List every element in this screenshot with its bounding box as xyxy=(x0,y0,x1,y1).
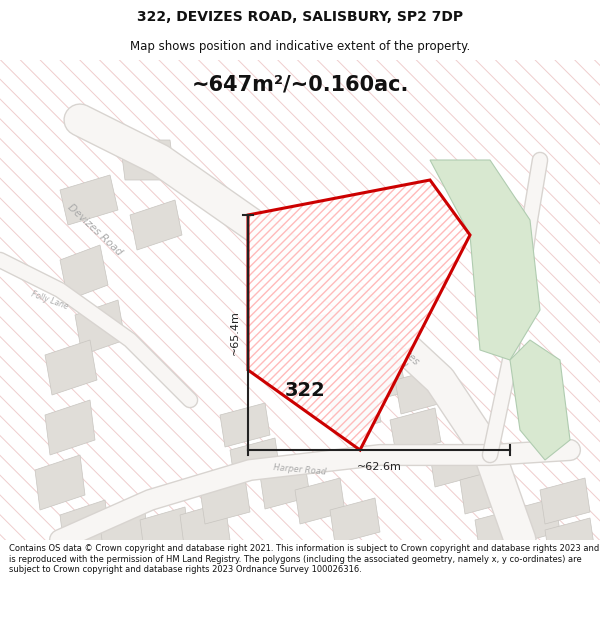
Text: Harper Road: Harper Road xyxy=(273,463,327,477)
Polygon shape xyxy=(395,368,446,414)
Text: ~65.4m: ~65.4m xyxy=(230,310,240,355)
Text: Folly Lane: Folly Lane xyxy=(31,289,70,311)
Polygon shape xyxy=(230,438,280,484)
Polygon shape xyxy=(120,140,175,180)
Polygon shape xyxy=(75,300,125,355)
Polygon shape xyxy=(330,498,380,544)
Polygon shape xyxy=(540,478,590,524)
Polygon shape xyxy=(35,455,85,510)
Polygon shape xyxy=(430,443,480,487)
Text: 322: 322 xyxy=(284,381,325,399)
Polygon shape xyxy=(460,468,510,514)
Polygon shape xyxy=(390,408,441,454)
Polygon shape xyxy=(305,308,357,354)
Polygon shape xyxy=(510,543,560,589)
Text: Contains OS data © Crown copyright and database right 2021. This information is : Contains OS data © Crown copyright and d… xyxy=(9,544,599,574)
Polygon shape xyxy=(355,358,406,404)
Polygon shape xyxy=(45,400,95,455)
Polygon shape xyxy=(430,160,540,360)
Polygon shape xyxy=(260,463,310,509)
Polygon shape xyxy=(345,320,395,366)
Polygon shape xyxy=(100,512,150,563)
Polygon shape xyxy=(475,508,525,554)
Polygon shape xyxy=(180,502,230,553)
Text: Devizes
Road: Devizes Road xyxy=(379,334,421,376)
Polygon shape xyxy=(45,340,97,395)
Polygon shape xyxy=(60,500,110,555)
Polygon shape xyxy=(510,498,560,544)
Text: ~62.6m: ~62.6m xyxy=(356,462,401,472)
Polygon shape xyxy=(130,200,182,250)
Polygon shape xyxy=(248,180,470,450)
Polygon shape xyxy=(510,340,570,460)
Text: Map shows position and indicative extent of the property.: Map shows position and indicative extent… xyxy=(130,40,470,53)
Text: 322, DEVIZES ROAD, SALISBURY, SP2 7DP: 322, DEVIZES ROAD, SALISBURY, SP2 7DP xyxy=(137,10,463,24)
Polygon shape xyxy=(200,478,250,524)
Polygon shape xyxy=(60,245,108,300)
Polygon shape xyxy=(220,403,270,447)
Text: ~647m²/~0.160ac.: ~647m²/~0.160ac. xyxy=(191,75,409,95)
Text: Devizes Road: Devizes Road xyxy=(66,202,124,258)
Polygon shape xyxy=(545,518,595,564)
Polygon shape xyxy=(140,507,190,558)
Polygon shape xyxy=(60,175,118,225)
Polygon shape xyxy=(295,478,345,524)
Polygon shape xyxy=(330,388,381,434)
